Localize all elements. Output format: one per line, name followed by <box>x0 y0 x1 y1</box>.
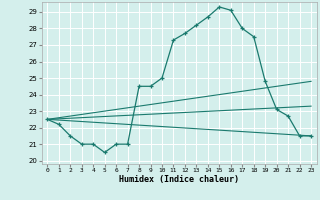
X-axis label: Humidex (Indice chaleur): Humidex (Indice chaleur) <box>119 175 239 184</box>
